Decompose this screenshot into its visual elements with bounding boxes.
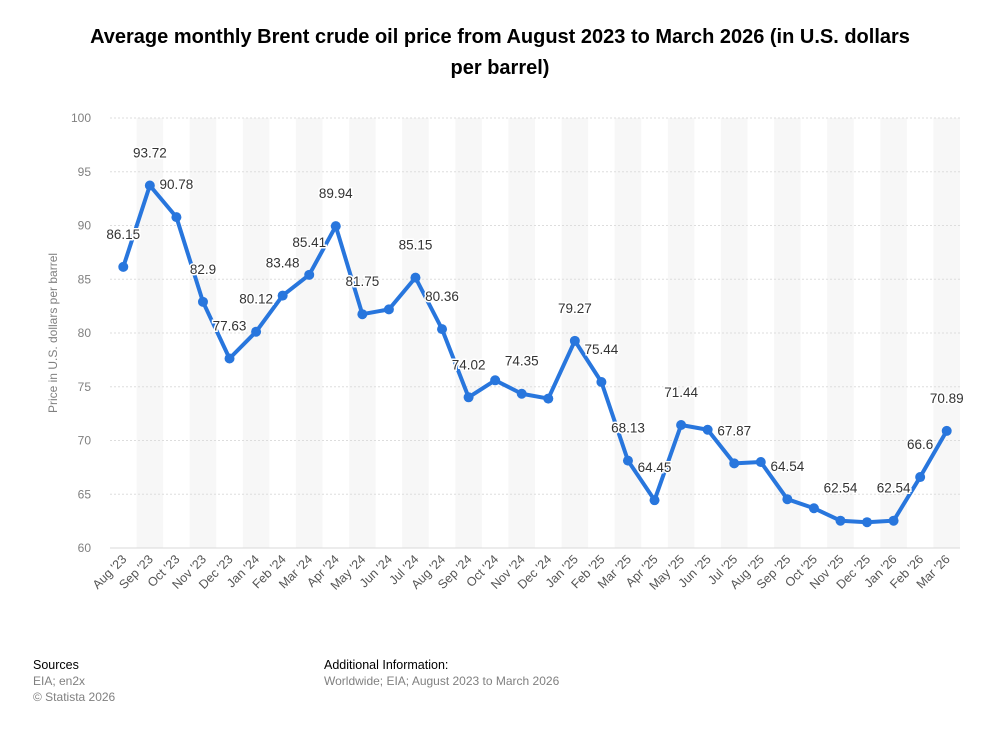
column-band	[667, 118, 695, 548]
data-label: 70.89	[930, 391, 964, 406]
data-point[interactable]	[835, 515, 846, 526]
data-point[interactable]	[862, 517, 873, 528]
data-points	[118, 180, 952, 528]
data-label: 67.87	[717, 423, 751, 438]
data-label: 62.54	[877, 481, 911, 496]
data-point[interactable]	[171, 212, 182, 223]
additional-info-title: Additional Information:	[324, 658, 449, 672]
data-point[interactable]	[915, 472, 926, 483]
additional-info-text: Worldwide; EIA; August 2023 to March 202…	[324, 674, 560, 688]
data-point[interactable]	[251, 326, 262, 337]
y-tick-label: 95	[78, 165, 92, 179]
data-point[interactable]	[224, 353, 235, 364]
y-tick-label: 65	[78, 487, 92, 501]
y-tick-label: 60	[78, 541, 92, 555]
data-point[interactable]	[490, 375, 501, 386]
y-tick-label: 90	[78, 219, 92, 233]
data-point[interactable]	[357, 309, 368, 320]
data-point[interactable]	[144, 180, 155, 191]
data-point[interactable]	[941, 425, 952, 436]
data-point[interactable]	[782, 494, 793, 505]
data-point[interactable]	[463, 392, 474, 403]
data-label: 80.12	[239, 292, 273, 307]
data-point[interactable]	[649, 495, 660, 506]
data-label: 64.54	[770, 459, 804, 474]
data-point[interactable]	[410, 272, 421, 283]
data-point[interactable]	[888, 515, 899, 526]
data-label: 71.44	[664, 385, 698, 400]
data-point[interactable]	[304, 269, 315, 280]
y-tick-label: 80	[78, 326, 92, 340]
y-tick-label: 70	[78, 434, 92, 448]
data-point[interactable]	[330, 221, 341, 232]
data-point[interactable]	[118, 261, 129, 272]
y-tick-label: 100	[71, 111, 91, 125]
sources-title: Sources	[33, 658, 79, 672]
y-tick-label: 75	[78, 380, 92, 394]
data-point[interactable]	[622, 455, 633, 466]
data-label: 80.36	[425, 289, 459, 304]
data-label: 90.78	[160, 177, 194, 192]
data-label: 79.27	[558, 301, 592, 316]
data-point[interactable]	[543, 393, 554, 404]
sources-block: Sources EIA; en2x © Statista 2026	[33, 657, 115, 705]
data-label: 66.6	[907, 437, 933, 452]
data-point[interactable]	[676, 420, 687, 431]
data-label: 62.54	[824, 481, 858, 496]
y-tick-label: 85	[78, 272, 92, 286]
data-point[interactable]	[383, 304, 394, 315]
data-point[interactable]	[729, 458, 740, 469]
data-label: 81.75	[345, 274, 379, 289]
data-label: 68.13	[611, 421, 645, 436]
data-label: 75.44	[585, 342, 619, 357]
chart-title: Average monthly Brent crude oil price fr…	[90, 26, 910, 79]
data-label: 74.02	[452, 357, 486, 372]
data-label: 83.48	[266, 256, 300, 271]
data-label: 89.94	[319, 186, 353, 201]
data-point[interactable]	[596, 377, 607, 388]
data-label: 93.72	[133, 146, 167, 161]
data-point[interactable]	[702, 424, 713, 435]
data-label: 86.15	[106, 227, 140, 242]
data-label: 85.15	[399, 238, 433, 253]
data-point[interactable]	[755, 457, 766, 467]
y-axis-ticks: 60 65 70 75 80 85 90 95 100	[71, 111, 91, 555]
data-label: 64.45	[638, 460, 672, 475]
data-point[interactable]	[516, 388, 527, 399]
additional-info-block: Additional Information: Worldwide; EIA; …	[324, 657, 559, 689]
data-labels: 86.15 93.72 90.78 82.9 77.63 80.12 83.48 85.41 8…	[105, 144, 965, 497]
data-point[interactable]	[277, 290, 288, 301]
data-label: 77.63	[213, 318, 247, 333]
data-point[interactable]	[437, 324, 448, 335]
data-point[interactable]	[569, 335, 580, 346]
y-axis-label: Price in U.S. dollars per barrel	[46, 253, 60, 413]
data-label: 85.41	[292, 235, 326, 250]
data-point[interactable]	[808, 503, 819, 514]
data-label: 82.9	[190, 262, 216, 277]
copyright-text: © Statista 2026	[33, 690, 116, 704]
data-point[interactable]	[197, 296, 208, 307]
sources-text: EIA; en2x	[33, 674, 86, 688]
data-label: 74.35	[505, 354, 539, 369]
